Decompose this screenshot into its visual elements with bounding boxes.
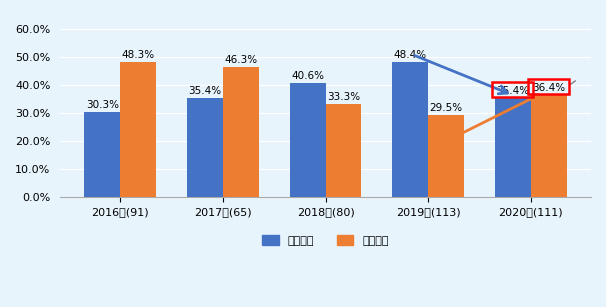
Bar — [120, 62, 156, 197]
Text: 35.4%: 35.4% — [496, 86, 530, 96]
Text: 30.3%: 30.3% — [85, 100, 119, 111]
Text: 36.4%: 36.4% — [532, 83, 565, 93]
Text: 40.6%: 40.6% — [291, 72, 324, 81]
Bar — [392, 62, 428, 197]
Bar — [495, 98, 531, 197]
Text: 33.3%: 33.3% — [327, 92, 360, 102]
Bar — [528, 79, 570, 94]
Text: 48.3%: 48.3% — [122, 50, 155, 60]
Legend: 黒字企業, 赤字企業: 黒字企業, 赤字企業 — [258, 231, 393, 250]
Text: 35.4%: 35.4% — [188, 86, 221, 96]
Bar — [84, 112, 120, 197]
Bar — [428, 115, 464, 197]
Text: 29.5%: 29.5% — [430, 103, 463, 113]
Text: 46.3%: 46.3% — [224, 56, 258, 65]
Text: 48.4%: 48.4% — [394, 50, 427, 60]
Bar — [290, 84, 325, 197]
Bar — [531, 95, 567, 197]
Bar — [223, 68, 259, 197]
Bar — [493, 82, 533, 97]
Bar — [325, 104, 362, 197]
Bar — [187, 98, 223, 197]
